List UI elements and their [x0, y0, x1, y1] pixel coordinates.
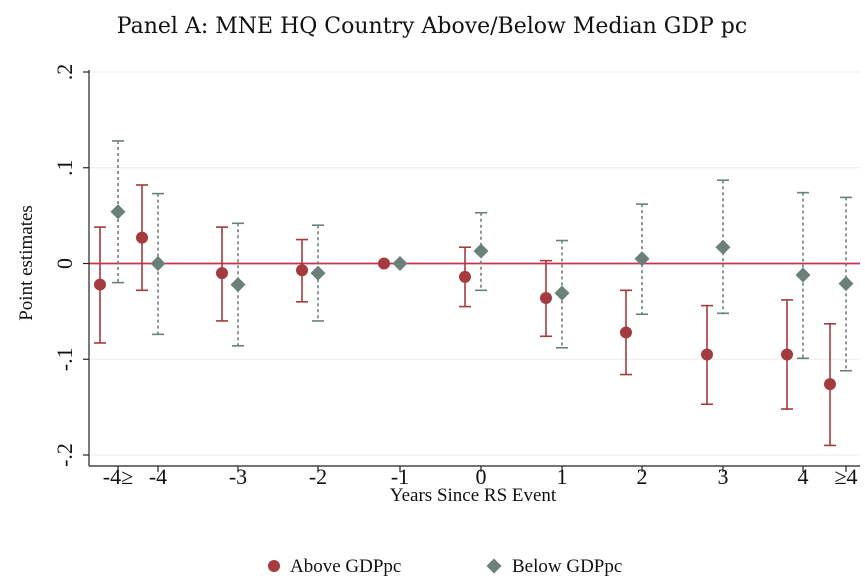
point-above-10 [824, 378, 836, 391]
chart-title: Panel A: MNE HQ Country Above/Below Medi… [117, 14, 747, 39]
y-tick-label-3: -.1 [52, 347, 77, 371]
point-below-5 [473, 243, 489, 259]
point-above-3 [296, 264, 308, 277]
x-tick-label-0: -4≥ [103, 464, 133, 489]
point-below-4 [392, 256, 408, 271]
legend-label-above: Above GDPpc [290, 556, 401, 577]
point-below-9 [795, 267, 811, 283]
x-axis-ticks: -4≥ -4 -3 -2 -1 0 1 2 3 4 ≥4 [103, 464, 858, 489]
legend: Above GDPpc Below GDPpc [268, 556, 622, 577]
y-tick-label-1: .1 [52, 160, 77, 177]
y-tick-label-4: -.2 [52, 443, 77, 467]
point-above-7 [620, 326, 632, 339]
x-tick-label-6: 1 [557, 464, 568, 489]
point-above-6 [540, 291, 552, 304]
legend-marker-below [486, 558, 502, 574]
point-above-2 [216, 267, 228, 280]
legend-marker-above [268, 560, 280, 572]
point-below-3 [310, 265, 326, 281]
x-tick-label-4: -1 [391, 464, 409, 489]
x-tick-label-10: ≥4 [834, 464, 857, 489]
x-tick-label-7: 2 [637, 464, 648, 489]
point-above-0 [94, 278, 106, 291]
point-below-8 [715, 239, 731, 255]
point-below-7 [634, 251, 650, 267]
point-below-0 [110, 204, 126, 220]
point-above-9 [781, 348, 793, 361]
y-axis-title: Point estimates [16, 205, 37, 321]
y-tick-label-0: .2 [52, 64, 77, 81]
legend-label-below: Below GDPpc [512, 556, 622, 577]
y-axis-ticks: .2 .1 0 -.1 -.2 [52, 64, 89, 467]
point-above-4 [378, 257, 390, 270]
error-bars [94, 140, 852, 447]
point-below-2 [230, 277, 246, 293]
x-tick-label-8: 3 [718, 464, 729, 489]
point-above-8 [701, 348, 713, 361]
x-axis-title: Years Since RS Event [390, 485, 557, 506]
x-tick-label-1: -4 [149, 464, 167, 489]
point-below-1 [150, 256, 166, 271]
point-below-6 [554, 285, 570, 301]
point-below-10 [838, 276, 854, 292]
x-tick-label-9: 4 [798, 464, 809, 489]
x-tick-label-3: -2 [309, 464, 327, 489]
point-above-1 [136, 231, 148, 244]
point-markers [94, 204, 854, 391]
y-tick-label-2: 0 [52, 258, 77, 269]
x-tick-label-5: 0 [476, 464, 487, 489]
x-tick-label-2: -3 [229, 464, 247, 489]
point-above-5 [459, 270, 471, 283]
